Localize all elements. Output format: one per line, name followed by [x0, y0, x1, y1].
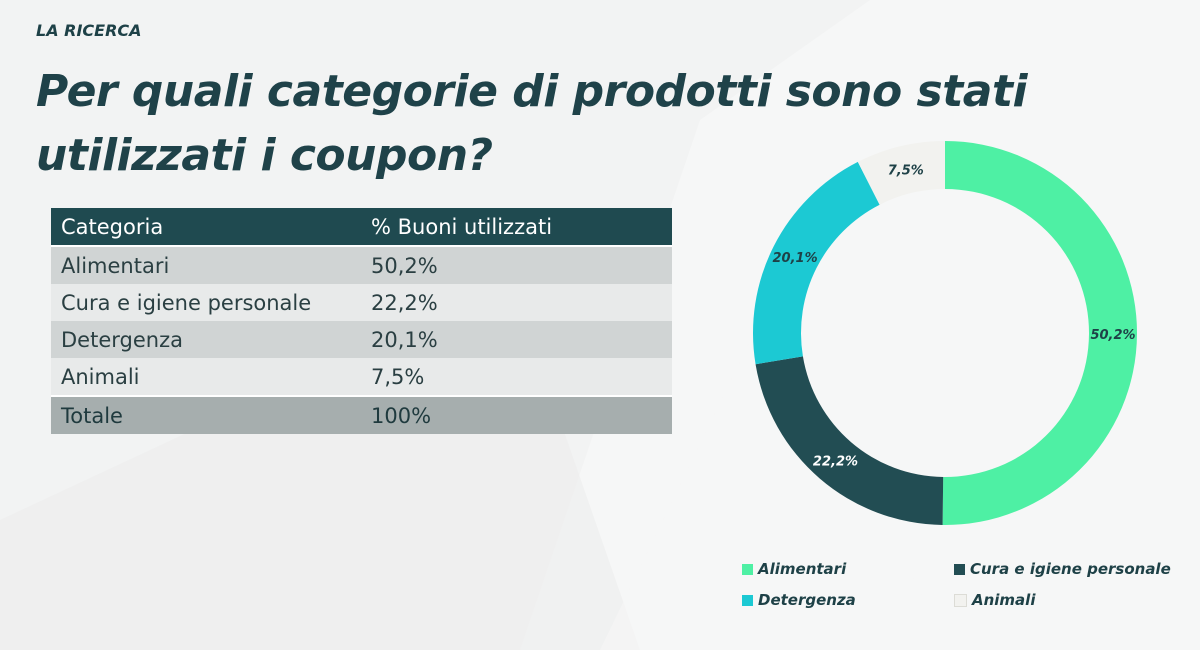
row-category: Animali [61, 364, 140, 389]
table-row: Cura e igiene personale 22,2% [51, 284, 672, 321]
legend-item-cura: Cura e igiene personale [954, 560, 1171, 578]
donut-slice-cura-e-igiene-personale [755, 356, 944, 525]
table-header-row: Categoria % Buoni utilizzati [51, 208, 672, 247]
legend-label: Cura e igiene personale [970, 560, 1171, 578]
slice-label: 50,2% [1090, 328, 1135, 343]
row-category: Cura e igiene personale [61, 290, 312, 315]
legend-swatch [954, 593, 967, 607]
row-category: Alimentari [61, 253, 170, 278]
page-title: Per quali categorie di prodotti sono sta… [36, 66, 1028, 181]
donut-slice-animali [857, 141, 945, 205]
donut-slice-detergenza [753, 161, 880, 365]
row-value: 20,1% [371, 327, 438, 352]
total-label: Totale [51, 395, 361, 434]
slice-label: 22,2% [813, 454, 858, 469]
slice-label: 7,5% [888, 164, 924, 179]
legend-item-alimentari: Alimentari [742, 560, 846, 578]
legend-label: Alimentari [758, 560, 847, 578]
row-value: 50,2% [371, 253, 438, 278]
row-category: Detergenza [61, 327, 183, 352]
legend-item-detergenza: Detergenza [742, 591, 856, 609]
legend-item-animali: Animali [954, 591, 1035, 609]
row-value: 22,2% [371, 290, 438, 315]
donut-slice-alimentari [942, 141, 1137, 525]
column-header-category: Categoria [51, 208, 361, 247]
legend-label: Animali [972, 591, 1036, 609]
slice-label: 20,1% [773, 251, 818, 266]
total-value: 100% [361, 395, 672, 434]
table-total-row: Totale 100% [51, 395, 672, 434]
coupon-table: Categoria % Buoni utilizzati Alimentari … [51, 208, 672, 434]
legend-label: Detergenza [758, 591, 856, 609]
legend-swatch [742, 594, 753, 606]
legend-swatch [742, 563, 753, 575]
legend-swatch [954, 563, 965, 575]
donut-chart: 50,2% 22,2% 20,1% 7,5% [753, 141, 1137, 525]
table-row: Animali 7,5% [51, 358, 672, 396]
column-header-percent: % Buoni utilizzati [361, 208, 672, 247]
section-kicker: LA RICERCA [36, 21, 142, 40]
row-value: 7,5% [371, 364, 425, 389]
table-row: Detergenza 20,1% [51, 321, 672, 358]
table-row: Alimentari 50,2% [51, 246, 672, 284]
